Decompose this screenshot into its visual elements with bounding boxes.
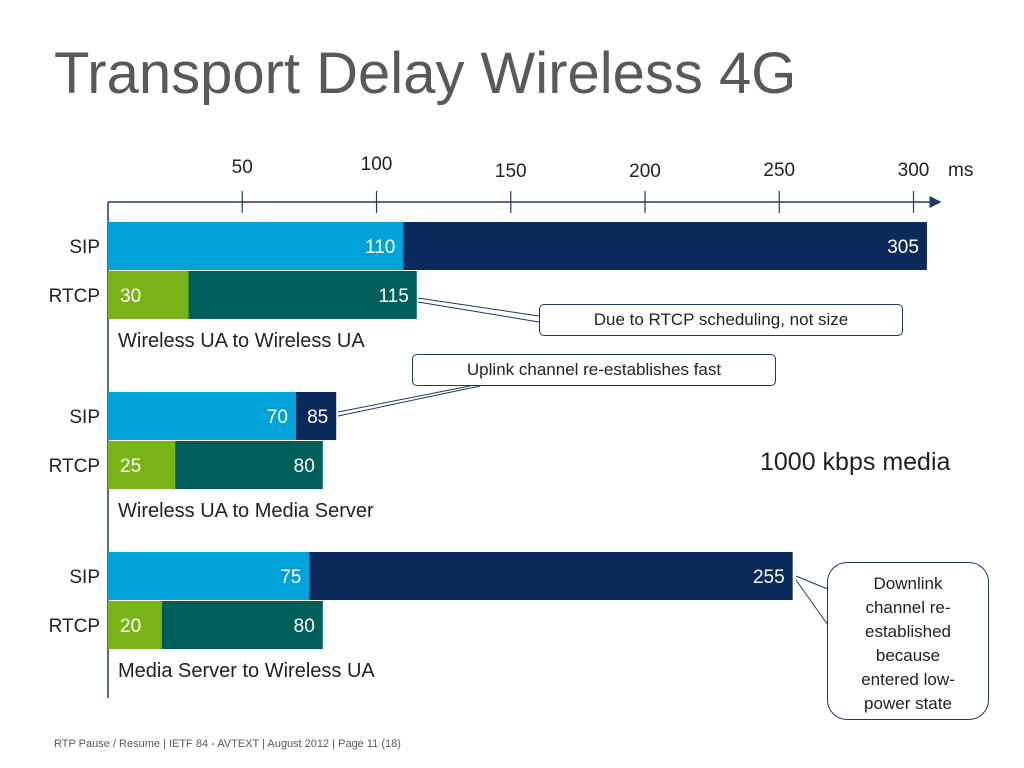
callout-downlink: Downlink channel re- established because…	[827, 562, 989, 720]
rtcp-row-label: RTCP	[49, 286, 100, 307]
sip-first-segment-bar	[108, 222, 404, 270]
x-tick-label: 200	[629, 161, 661, 182]
callout-rtcp-pointer-lower	[417, 301, 540, 323]
rtcp-first-segment-bar	[108, 601, 162, 649]
group-caption: Wireless UA to Wireless UA	[118, 330, 365, 352]
callout-downlink-line: Downlink	[873, 574, 943, 593]
callout-downlink-line: channel re-	[865, 598, 951, 617]
sip-total-segment-bar	[309, 552, 793, 600]
x-tick-label: 100	[361, 154, 393, 175]
sip-total-value-label: 85	[307, 407, 328, 428]
sip-total-value-label: 255	[753, 567, 785, 588]
rtcp-row-label: RTCP	[49, 616, 100, 637]
sip-total-segment-bar	[295, 392, 337, 440]
callout-rtcp-scheduling: Due to RTCP scheduling, not size	[539, 304, 903, 336]
callout-downlink-pointer-upper	[795, 575, 831, 591]
callout-uplink-pointer-upper	[337, 385, 471, 413]
x-tick-label: 150	[495, 161, 527, 182]
x-unit-label: ms	[948, 160, 973, 181]
sip-row-label: SIP	[69, 567, 100, 588]
x-tick-label: 50	[232, 157, 253, 178]
sip-total-segment-bar	[403, 222, 927, 270]
sip-first-segment-bar	[108, 552, 310, 600]
x-tick-label: 250	[763, 160, 795, 181]
slide-title: Transport Delay Wireless 4G	[54, 41, 797, 106]
footer: RTP Pause / Resume | IETF 84 - AVTEXT | …	[54, 738, 401, 750]
rtcp-total-segment-bar	[161, 601, 323, 649]
sip-row-label: SIP	[69, 237, 100, 258]
rtcp-first-segment-bar	[108, 441, 176, 489]
callout-downlink-line: power state	[864, 694, 952, 713]
rtcp-first-segment-bar	[108, 271, 189, 319]
sip-first-value-label: 70	[267, 407, 288, 428]
callout-downlink-line: entered low-	[861, 670, 955, 689]
callout-rtcp-pointer-upper	[417, 297, 540, 317]
rtcp-first-value-label: 25	[120, 456, 141, 477]
sip-total-value-label: 305	[887, 237, 919, 258]
x-tick-label: 300	[898, 160, 930, 181]
callout-uplink: Uplink channel re-establishes fast	[412, 354, 776, 386]
sip-first-value-label: 110	[365, 237, 395, 258]
rtcp-total-value-label: 80	[294, 456, 315, 477]
rtcp-row-label: RTCP	[49, 456, 100, 477]
callout-downlink-line: because	[875, 646, 941, 665]
sip-first-segment-bar	[108, 392, 296, 440]
rtcp-total-segment-bar	[188, 271, 417, 319]
group-caption: Media Server to Wireless UA	[118, 660, 375, 682]
media-rate-note: 1000 kbps media	[760, 448, 951, 476]
rtcp-first-value-label: 20	[120, 616, 141, 637]
rtcp-total-value-label: 80	[294, 616, 315, 637]
sip-first-value-label: 75	[280, 567, 301, 588]
rtcp-total-value-label: 115	[378, 286, 408, 307]
callout-downlink-pointer-lower	[795, 579, 831, 629]
group-caption: Wireless UA to Media Server	[118, 500, 374, 522]
rtcp-total-segment-bar	[175, 441, 323, 489]
sip-row-label: SIP	[69, 407, 100, 428]
callout-downlink-line: established	[864, 622, 951, 641]
callout-uplink-pointer-lower	[337, 385, 481, 417]
rtcp-first-value-label: 30	[120, 286, 141, 307]
